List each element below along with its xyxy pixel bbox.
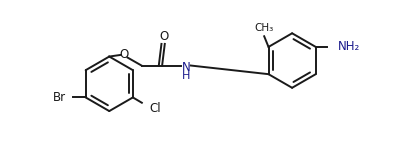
Text: N: N (182, 61, 191, 74)
Text: O: O (120, 48, 129, 61)
Text: H: H (182, 71, 191, 80)
Text: Cl: Cl (150, 102, 161, 115)
Text: Br: Br (53, 91, 66, 104)
Text: O: O (160, 30, 169, 43)
Text: NH₂: NH₂ (338, 40, 360, 53)
Text: CH₃: CH₃ (255, 23, 274, 33)
